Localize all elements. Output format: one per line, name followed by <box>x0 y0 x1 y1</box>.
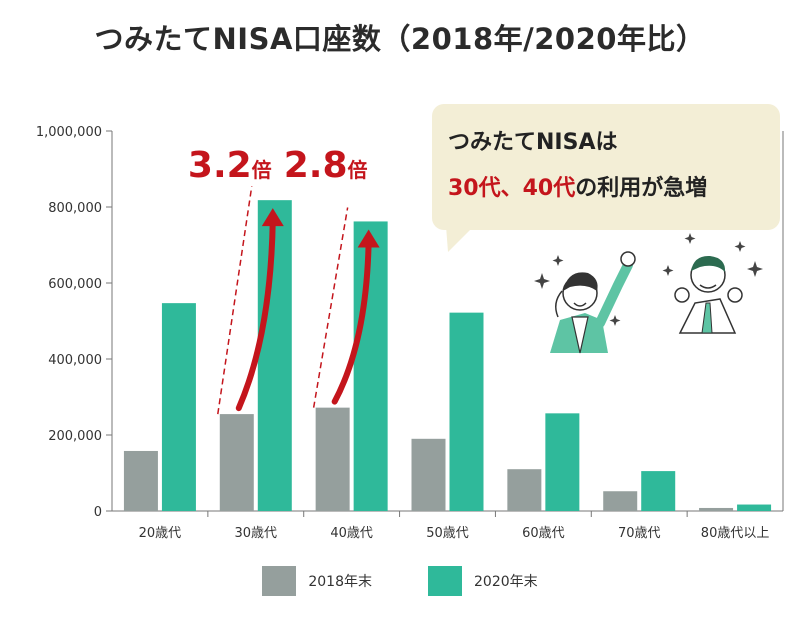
legend-item-2020: 2020年末 <box>428 566 538 596</box>
legend-label-2020: 2020年末 <box>474 574 538 590</box>
x-axis-ticks: 20歳代 30歳代 40歳代 50歳代 60歳代 70歳代 80歳代以上 <box>139 511 770 541</box>
growth-arrows: 3.2倍 2.8倍 <box>188 145 380 415</box>
bar-2020 <box>353 221 388 511</box>
woman-cheering-icon <box>550 251 636 354</box>
callout-line2-rest: の利用が急増 <box>575 176 708 201</box>
bar-2020 <box>737 504 772 511</box>
multiplier-suffix: 倍 <box>348 158 368 182</box>
y-tick-label: 0 <box>94 505 102 520</box>
celebration-illustration <box>534 233 763 354</box>
growth-dashed-line <box>217 186 253 415</box>
x-tick-label: 30歳代 <box>235 526 278 541</box>
y-tick-label: 600,000 <box>48 277 102 292</box>
growth-arrow-head <box>261 208 284 227</box>
bar-2018 <box>603 491 638 511</box>
bar-2018 <box>315 407 350 511</box>
bars <box>123 200 772 511</box>
legend-swatch-2018 <box>262 566 297 596</box>
growth-arrow <box>235 217 276 412</box>
x-tick-label: 70歳代 <box>618 526 661 541</box>
growth-arrow <box>331 238 372 405</box>
x-tick-label: 80歳代以上 <box>701 526 770 541</box>
bar-2020 <box>545 413 580 511</box>
callout-tail <box>446 226 474 252</box>
legend-item-2018: 2018年末 <box>262 566 372 596</box>
callout-line1: つみたてNISAは <box>448 130 618 155</box>
bar-2018 <box>411 438 446 511</box>
y-tick-label: 400,000 <box>48 353 102 368</box>
y-tick-label: 800,000 <box>48 201 102 216</box>
bar-2018 <box>507 469 542 511</box>
growth-multiplier: 2.8倍 <box>284 145 368 186</box>
bar-2020 <box>161 303 196 511</box>
callout-box: つみたてNISAは 30代、40代の利用が急増 <box>432 104 780 230</box>
bar-2020 <box>257 200 292 511</box>
multiplier-suffix: 倍 <box>252 158 272 182</box>
x-tick-label: 50歳代 <box>426 526 469 541</box>
growth-arrow-head <box>357 229 380 248</box>
bar-2020 <box>641 471 676 511</box>
chart-title: つみたてNISA口座数（2018年/2020年比） <box>94 22 706 56</box>
bar-2018 <box>219 414 254 511</box>
sparkle-icon <box>534 233 763 326</box>
bar-2020 <box>449 312 484 511</box>
callout-highlight: 30代、40代 <box>448 176 576 201</box>
y-axis-ticks: 0 200,000 400,000 600,000 800,000 1,000,000 <box>36 125 112 520</box>
bar-chart: 0 200,000 400,000 600,000 800,000 1,000,000 2… <box>36 125 784 541</box>
y-tick-label: 1,000,000 <box>36 125 102 140</box>
growth-multiplier: 3.2倍 <box>188 145 272 186</box>
legend: 2018年末 2020年末 <box>0 566 800 596</box>
x-tick-label: 40歳代 <box>330 526 373 541</box>
callout-line2: 30代、40代の利用が急増 <box>448 170 707 202</box>
bar-2018 <box>123 450 158 511</box>
x-tick-label: 60歳代 <box>522 526 565 541</box>
growth-dashed-line <box>312 207 349 408</box>
legend-label-2018: 2018年末 <box>308 574 372 590</box>
man-celebrating-icon <box>674 255 743 334</box>
y-tick-label: 200,000 <box>48 429 102 444</box>
legend-swatch-2020 <box>428 566 462 596</box>
x-tick-label: 20歳代 <box>139 526 182 541</box>
bar-2018 <box>699 507 734 511</box>
